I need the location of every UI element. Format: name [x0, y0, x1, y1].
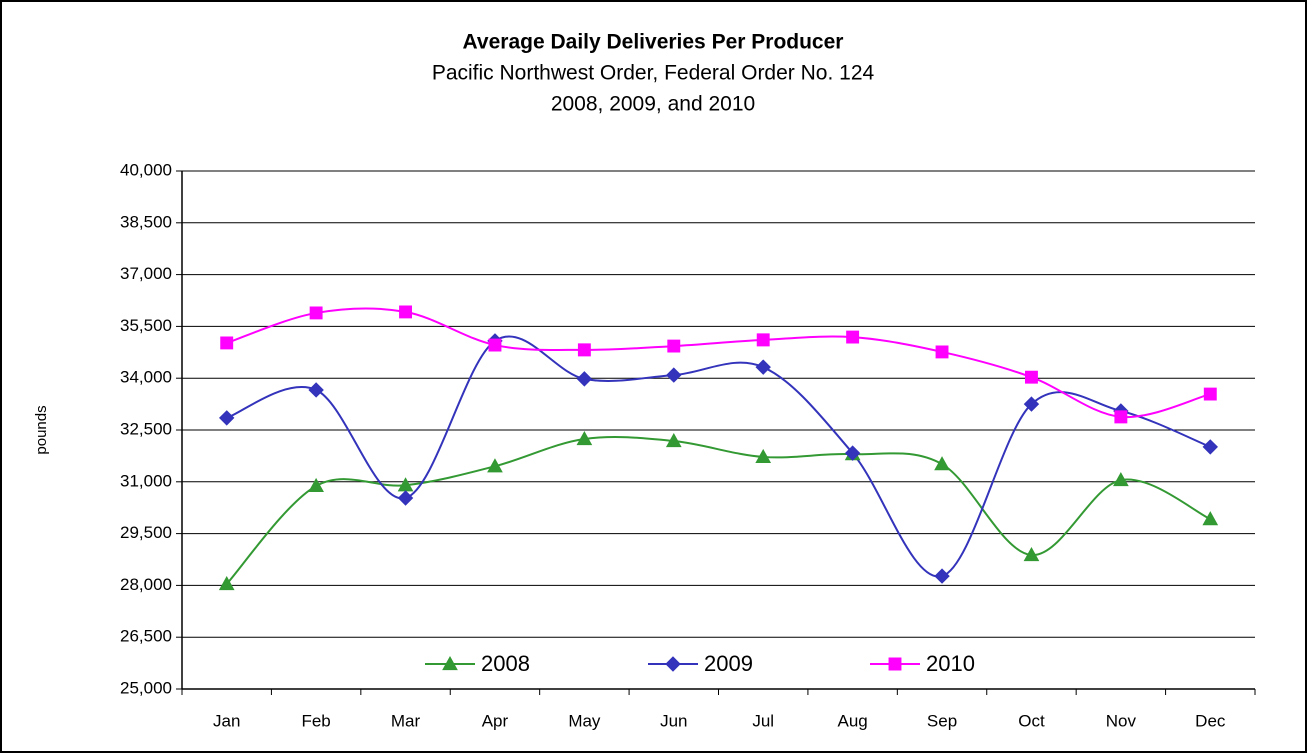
marker	[666, 367, 682, 383]
marker	[577, 343, 591, 357]
y-tick-label: 31,000	[120, 471, 172, 490]
marker	[1114, 410, 1128, 424]
y-tick-label: 40,000	[120, 160, 172, 179]
y-tick-label: 29,500	[120, 523, 172, 542]
marker	[1203, 387, 1217, 401]
marker	[934, 568, 950, 584]
marker	[1113, 472, 1129, 487]
marker	[1025, 370, 1038, 384]
marker	[219, 410, 235, 426]
y-tick-label: 25,000	[120, 678, 172, 697]
marker	[442, 655, 458, 671]
marker	[755, 448, 772, 464]
marker	[935, 345, 949, 359]
y-tick-label: 35,500	[120, 316, 172, 335]
x-tick-label: Feb	[301, 711, 330, 730]
marker	[1023, 546, 1040, 562]
legend-label: 2008	[481, 651, 530, 676]
x-tick-label: Dec	[1195, 711, 1226, 730]
marker	[308, 477, 324, 493]
series-line	[226, 307, 1211, 419]
marker	[309, 306, 323, 320]
marker	[488, 338, 502, 352]
marker	[576, 371, 593, 387]
marker	[576, 430, 593, 446]
x-tick-label: Oct	[1018, 711, 1045, 730]
chart-subtitle: Pacific Northwest Order, Federal Order N…	[432, 62, 875, 85]
marker	[220, 336, 234, 350]
marker	[665, 433, 682, 448]
marker	[397, 490, 414, 506]
marker	[1202, 511, 1219, 526]
marker	[218, 575, 235, 591]
marker	[665, 656, 681, 672]
y-axis-label: pounds	[33, 405, 50, 454]
marker	[755, 359, 771, 375]
marker	[844, 445, 861, 461]
marker	[399, 305, 412, 319]
y-tick-label: 28,000	[120, 575, 172, 594]
y-tick-label: 37,000	[120, 264, 172, 283]
chart-subtitle: 2008, 2009, and 2010	[551, 93, 755, 116]
marker	[487, 458, 503, 473]
marker	[1023, 396, 1040, 412]
legend-label: 2010	[926, 651, 975, 676]
marker	[308, 382, 324, 398]
y-tick-label: 34,000	[120, 368, 172, 387]
x-tick-label: Jan	[213, 711, 240, 730]
x-tick-label: Apr	[482, 711, 509, 730]
y-tick-label: 38,500	[120, 212, 172, 231]
x-tick-label: Sep	[927, 711, 957, 730]
x-tick-label: Aug	[838, 711, 868, 730]
y-tick-label: 32,500	[120, 419, 172, 438]
marker	[888, 657, 902, 671]
x-tick-label: May	[568, 711, 601, 730]
marker	[667, 339, 681, 353]
x-tick-label: Mar	[391, 711, 421, 730]
x-tick-label: Jun	[660, 711, 687, 730]
marker	[1202, 439, 1218, 455]
y-tick-label: 26,500	[120, 627, 172, 646]
marker	[934, 456, 950, 471]
legend-label: 2009	[704, 651, 753, 676]
marker	[756, 333, 770, 347]
series-line	[225, 436, 1211, 585]
chart-title: Average Daily Deliveries Per Producer	[463, 31, 844, 54]
marker	[846, 330, 860, 344]
x-tick-label: Jul	[752, 711, 774, 730]
x-tick-label: Nov	[1106, 711, 1137, 730]
